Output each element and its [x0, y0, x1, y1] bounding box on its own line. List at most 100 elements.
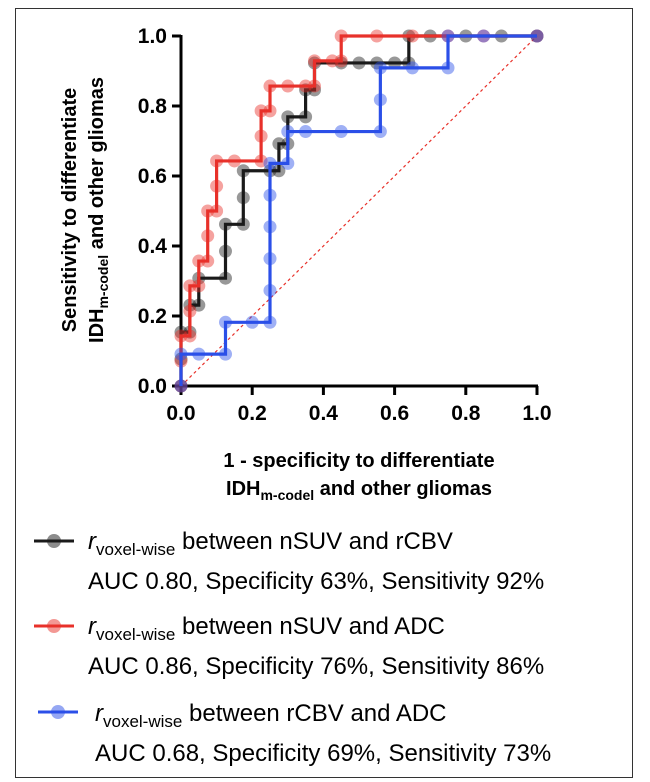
series-1-point [388, 56, 402, 70]
x-tick-label: 0.6 [380, 402, 409, 425]
y-axis-title-line1: Sensitivity to differentiate [59, 88, 81, 333]
series-3-point [441, 29, 455, 43]
series-2-point [263, 104, 277, 118]
series-2-point [254, 129, 268, 143]
legend-label-2: rvoxel-wise between nSUV and ADC [88, 613, 445, 644]
series-1-point [192, 298, 206, 312]
series-3-point [373, 93, 387, 107]
series-2-point [254, 154, 268, 168]
y-axis-title-line2: IDHm-codel and other gliomas [86, 77, 111, 343]
diagonal-reference-line [180, 35, 538, 387]
series-2-point [334, 54, 348, 68]
series-2-point [183, 329, 197, 343]
series-1-point [352, 56, 366, 70]
y-tick-label: 0.6 [138, 165, 167, 188]
series-2-point [201, 229, 215, 243]
legend-entry-3: rvoxel-wise between rCBV and ADC AUC 0.6… [38, 700, 551, 767]
series-1-point [402, 56, 416, 70]
series-1-point [272, 164, 286, 178]
legend-stats-1: AUC 0.80, Specificity 63%, Sensitivity 9… [88, 568, 544, 595]
legend-marker-2 [47, 619, 61, 633]
x-tick-label: 0.8 [451, 402, 481, 425]
series-2-point [308, 54, 321, 68]
series-2-point [192, 279, 206, 293]
legend: rvoxel-wise between nSUV and rCBV AUC 0.… [34, 528, 551, 767]
series-2-point [201, 254, 215, 268]
series-line-3 [179, 34, 537, 386]
series-2-point [210, 204, 224, 218]
y-tick-label: 0.2 [138, 305, 167, 328]
series-2-point [370, 29, 384, 43]
series-1-point [236, 217, 250, 231]
series-2-point [263, 79, 277, 93]
series-2-point [325, 54, 339, 68]
series-2-point [227, 154, 241, 168]
series-2-point [192, 254, 206, 268]
x-axis-title-line2: IDHm-codel and other gliomas [226, 478, 492, 503]
series-1-point [236, 191, 250, 205]
legend-label-1: rvoxel-wise between nSUV and rCBV [88, 528, 453, 559]
series-1-point [219, 244, 232, 258]
series-1-point [272, 137, 286, 151]
series-3-point [281, 125, 295, 139]
y-tick-label: 0.8 [138, 95, 168, 118]
series-1-point [219, 271, 232, 285]
series-3-point [477, 29, 491, 43]
y-tick-label: 1.0 [138, 25, 167, 48]
series-3-point [219, 315, 232, 329]
series-3-point [174, 347, 188, 361]
series-3-point [405, 61, 419, 75]
series-3-point [263, 220, 277, 234]
series-3-point [334, 125, 348, 139]
y-tick-label: 0.4 [138, 235, 168, 258]
plot-area: 0.0 0.2 0.4 0.6 0.8 1.0 0.0 0.2 0.4 0.6 0.8 1.0 [138, 25, 552, 425]
y-axis-title: Sensitivity to differentiate IDHm-codel … [59, 77, 111, 343]
legend-entry-1: rvoxel-wise between nSUV and rCBV AUC 0.… [34, 528, 544, 595]
x-tick-label: 0.4 [309, 402, 339, 425]
series-2-point [254, 104, 268, 118]
x-tick-label: 0.2 [238, 402, 267, 425]
series-3-point [373, 125, 387, 139]
series-1-point [281, 110, 295, 124]
series-2-point [174, 329, 188, 343]
series-3-point [192, 347, 206, 361]
series-3-point [530, 29, 544, 43]
series-3-point [263, 315, 277, 329]
x-tick-label: 0.0 [166, 402, 195, 425]
series-1-point [219, 217, 232, 231]
x-tick-label: 1.0 [522, 402, 551, 425]
series-2-point [183, 304, 197, 318]
series-2-point [299, 79, 313, 93]
series-3-point [373, 61, 387, 75]
y-tick-label: 0.0 [138, 375, 167, 398]
x-axis-title-line1: 1 - specificity to differentiate [223, 450, 494, 472]
series-2-point [210, 154, 224, 168]
series-2-point [210, 179, 224, 193]
series-2-point [281, 79, 295, 93]
series-3-point [441, 61, 455, 75]
legend-stats-3: AUC 0.68, Specificity 69%, Sensitivity 7… [95, 740, 551, 767]
series-line-1 [179, 34, 537, 386]
series-3-point [281, 156, 295, 170]
series-3-point [263, 156, 277, 170]
series-2-point [201, 204, 215, 218]
series-line-2 [179, 34, 537, 386]
series-3-point [174, 379, 188, 393]
series-3-point [263, 252, 277, 266]
legend-entry-2: rvoxel-wise between nSUV and ADC AUC 0.8… [34, 613, 544, 680]
legend-label-3: rvoxel-wise between rCBV and ADC [95, 700, 447, 731]
series-3-point [219, 347, 232, 361]
series-2-point [334, 29, 348, 43]
series-2-point [405, 29, 419, 43]
series-3-point [263, 188, 277, 202]
series-1-point [370, 56, 384, 70]
series-1-point [236, 164, 250, 178]
series-3-point [263, 283, 277, 297]
series-2-point [183, 279, 197, 293]
series-1-point [299, 110, 313, 124]
series-2-point [308, 79, 321, 93]
series-3-point [299, 125, 313, 139]
legend-marker-3 [51, 705, 65, 719]
legend-stats-2: AUC 0.86, Specificity 76%, Sensitivity 8… [88, 653, 544, 680]
